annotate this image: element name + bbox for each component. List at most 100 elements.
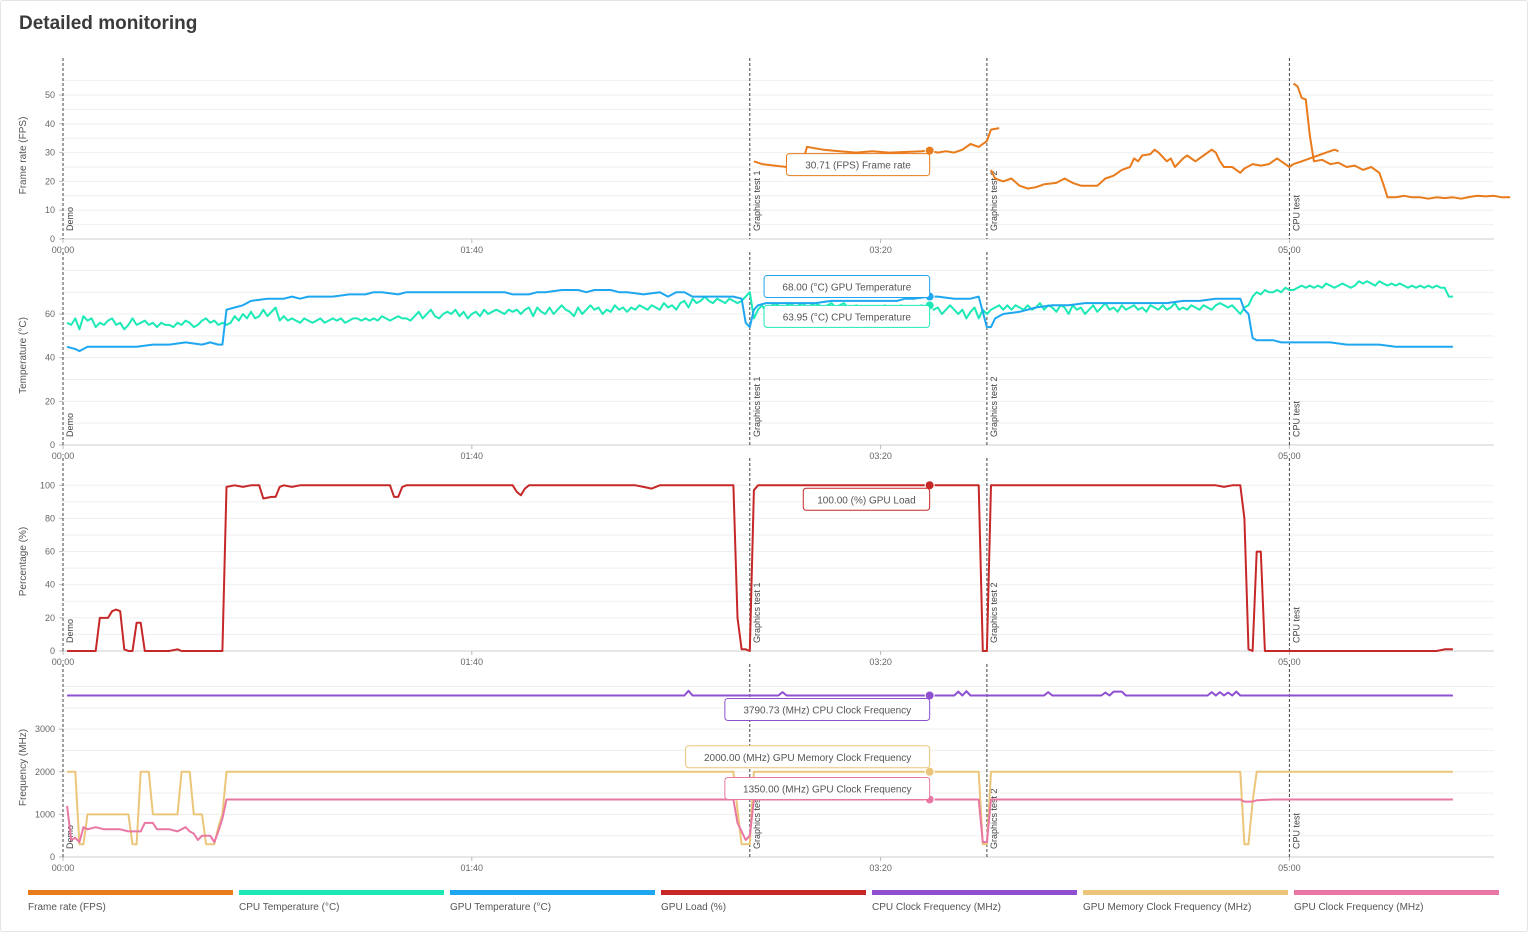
legend-label: Frame rate (FPS) [28,902,106,913]
tooltip-label: 100.00 (%) GPU Load [817,495,915,506]
y-tick-label: 80 [45,513,55,523]
x-tick-label: 01:40 [461,451,484,461]
section-marker-label: Graphics test 1 [752,582,762,643]
tooltip-label: 63.95 (°C) CPU Temperature [783,312,912,323]
y-tick-label: 0 [50,234,55,244]
x-tick-label: 05:00 [1278,245,1301,255]
y-tick-label: 1000 [35,809,55,819]
cursor-point[interactable] [924,766,935,777]
y-axis-label: Percentage (%) [18,527,29,596]
y-tick-label: 3000 [35,724,55,734]
x-tick-label: 03:20 [869,863,892,873]
tooltip-box [724,776,931,800]
y-tick-label: 0 [50,852,55,862]
section-marker-label: CPU test [1291,400,1301,437]
series-line-frame-rate-fps- [1292,82,1511,200]
legend-swatch [1294,890,1499,895]
legend-item[interactable]: GPU Load (%) [661,890,866,920]
y-tick-label: 20 [45,396,55,406]
y-tick-label: 40 [45,580,55,590]
series-line-cpu-temperature-c- [66,280,1453,331]
y-tick-label: 40 [45,119,55,129]
chart-panel-3: 0 20 40 60 80 100 Percentage (%) 00:00 01:40 03:2… [18,458,1494,667]
x-tick-label: 03:20 [869,451,892,461]
tooltip-label: 68.00 (°C) GPU Temperature [782,283,911,294]
legend-swatch [28,890,233,895]
series-line-gpu-temperature-c- [66,289,1453,353]
legend-swatch [872,890,1077,895]
y-tick-label: 2000 [35,767,55,777]
page-title: Detailed monitoring [19,13,198,34]
tooltip-box [785,153,931,177]
chart-panel-1: 0 10 20 30 40 50 Frame rate (FPS) 00:00 01:40 03:… [18,58,1511,255]
x-tick-label: 03:20 [869,657,892,667]
y-tick-label: 50 [45,90,55,100]
section-marker-label: CPU test [1291,812,1301,849]
series-line-gpu-clock-frequency-mhz- [66,798,1453,844]
legend-swatch [1083,890,1288,895]
x-tick-label: 00:00 [52,451,75,461]
legend-item[interactable]: GPU Memory Clock Frequency (MHz) [1083,890,1288,920]
y-tick-label: 100 [40,480,55,490]
legend-label: GPU Temperature (°C) [450,902,552,913]
y-axis-label: Frame rate (FPS) [18,117,29,195]
legend-item[interactable]: Frame rate (FPS) [28,890,233,920]
legend-item[interactable]: CPU Clock Frequency (MHz) [872,890,1077,920]
legend-label: GPU Memory Clock Frequency (MHz) [1083,902,1252,913]
legend-item[interactable]: GPU Temperature (°C) [450,890,655,920]
x-tick-label: 00:00 [52,863,75,873]
section-marker-label: Graphics test 2 [989,170,999,231]
section-marker-label: Graphics test 2 [989,582,999,643]
y-tick-label: 30 [45,148,55,158]
y-tick-label: 0 [50,646,55,656]
section-marker-label: Graphics test 2 [989,376,999,437]
tooltip-label: 1350.00 (MHz) GPU Clock Frequency [743,784,911,795]
y-axis-label: Frequency (MHz) [18,729,29,806]
x-tick-label: 00:00 [52,245,75,255]
y-axis-label: Temperature (°C) [18,317,29,394]
x-tick-label: 01:40 [461,863,484,873]
tooltip-label: 2000.00 (MHz) GPU Memory Clock Frequency [704,753,911,764]
x-tick-label: 03:20 [869,245,892,255]
y-tick-label: 60 [45,547,55,557]
y-tick-label: 0 [50,440,55,450]
section-marker-label: Demo [65,413,75,437]
y-tick-label: 20 [45,613,55,623]
section-marker-label: CPU test [1291,194,1301,231]
y-tick-label: 40 [45,353,55,363]
y-tick-label: 20 [45,176,55,186]
section-marker-label: Graphics test 2 [989,788,999,849]
x-tick-label: 00:00 [52,657,75,667]
legend-item[interactable]: GPU Clock Frequency (MHz) [1294,890,1499,920]
series-line-cpu-clock-frequency-mhz- [67,689,1453,697]
section-marker-label: Demo [65,619,75,643]
section-marker-label: Graphics test 1 [752,788,762,849]
x-tick-label: 01:40 [461,245,484,255]
section-marker-label: Graphics test 1 [752,376,762,437]
series-line-gpu-load- [67,484,1453,652]
charts-area[interactable]: 0 10 20 30 40 50 Frame rate (FPS) 00:00 01:40 03:… [0,0,1528,880]
x-tick-label: 05:00 [1278,863,1301,873]
tooltip-label: 30.71 (FPS) Frame rate [805,161,911,172]
section-marker-label: CPU test [1291,606,1301,643]
x-tick-label: 01:40 [461,657,484,667]
legend-label: GPU Clock Frequency (MHz) [1294,902,1424,913]
y-tick-label: 60 [45,309,55,319]
legend-item[interactable]: CPU Temperature (°C) [239,890,444,920]
x-tick-label: 05:00 [1278,657,1301,667]
legend-label: CPU Temperature (°C) [239,902,340,913]
section-marker-label: Graphics test 1 [752,170,762,231]
y-tick-label: 10 [45,205,55,215]
legend: Frame rate (FPS) CPU Temperature (°C) GPU … [28,890,1504,920]
tooltip-label: 3790.73 (MHz) CPU Clock Frequency [743,705,911,716]
legend-label: CPU Clock Frequency (MHz) [872,902,1001,913]
chart-panel-4: 0 1000 2000 3000 Frequency (MHz) 00:00 01:40 03… [18,664,1494,873]
series-line-frame-rate-fps- [990,148,1339,190]
legend-swatch [661,890,866,895]
series-line-gpu-memory-clock-frequency-mhz- [67,770,1453,846]
section-marker-label: Demo [65,207,75,231]
legend-swatch [239,890,444,895]
legend-label: GPU Load (%) [661,902,727,913]
legend-swatch [450,890,655,895]
